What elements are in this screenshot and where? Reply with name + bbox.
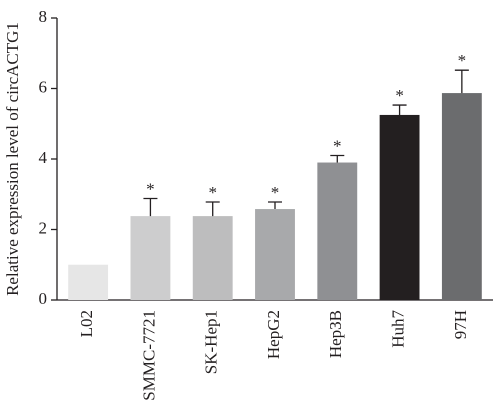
significance-marker: * [458,51,467,70]
x-tick-label: HepG2 [264,310,283,359]
bar [192,216,233,300]
significance-marker: * [146,179,155,198]
error-bar [392,104,407,115]
error-bar [205,201,220,217]
y-tick-label: 2 [39,218,48,237]
y-axis-label: Relative expression level of circACTG1 [3,22,22,296]
x-tick-label: SK-Hep1 [202,310,221,374]
error-bar [268,201,282,210]
y-tick-label: 6 [39,77,48,96]
y-tick-label: 4 [39,148,48,167]
y-tick-label: 8 [39,7,48,26]
error-bar [330,154,345,163]
x-tick-label: SMMC-7721 [139,310,158,401]
significance-marker: * [208,183,217,202]
error-bar [454,69,469,94]
significance-marker: * [395,86,404,105]
bar [68,264,109,300]
error-bar [143,197,158,217]
bar [317,162,358,300]
y-tick-label: 0 [39,289,48,308]
bar [255,209,295,300]
x-tick-label: Huh7 [388,310,407,348]
bar [379,114,420,300]
x-tick-label: Hep3B [326,310,345,358]
bar [441,93,482,301]
x-tick-label: L02 [77,310,96,337]
bar [130,216,171,300]
significance-marker: * [333,136,342,155]
significance-marker: * [271,183,280,202]
x-tick-label: 97H [451,310,470,339]
